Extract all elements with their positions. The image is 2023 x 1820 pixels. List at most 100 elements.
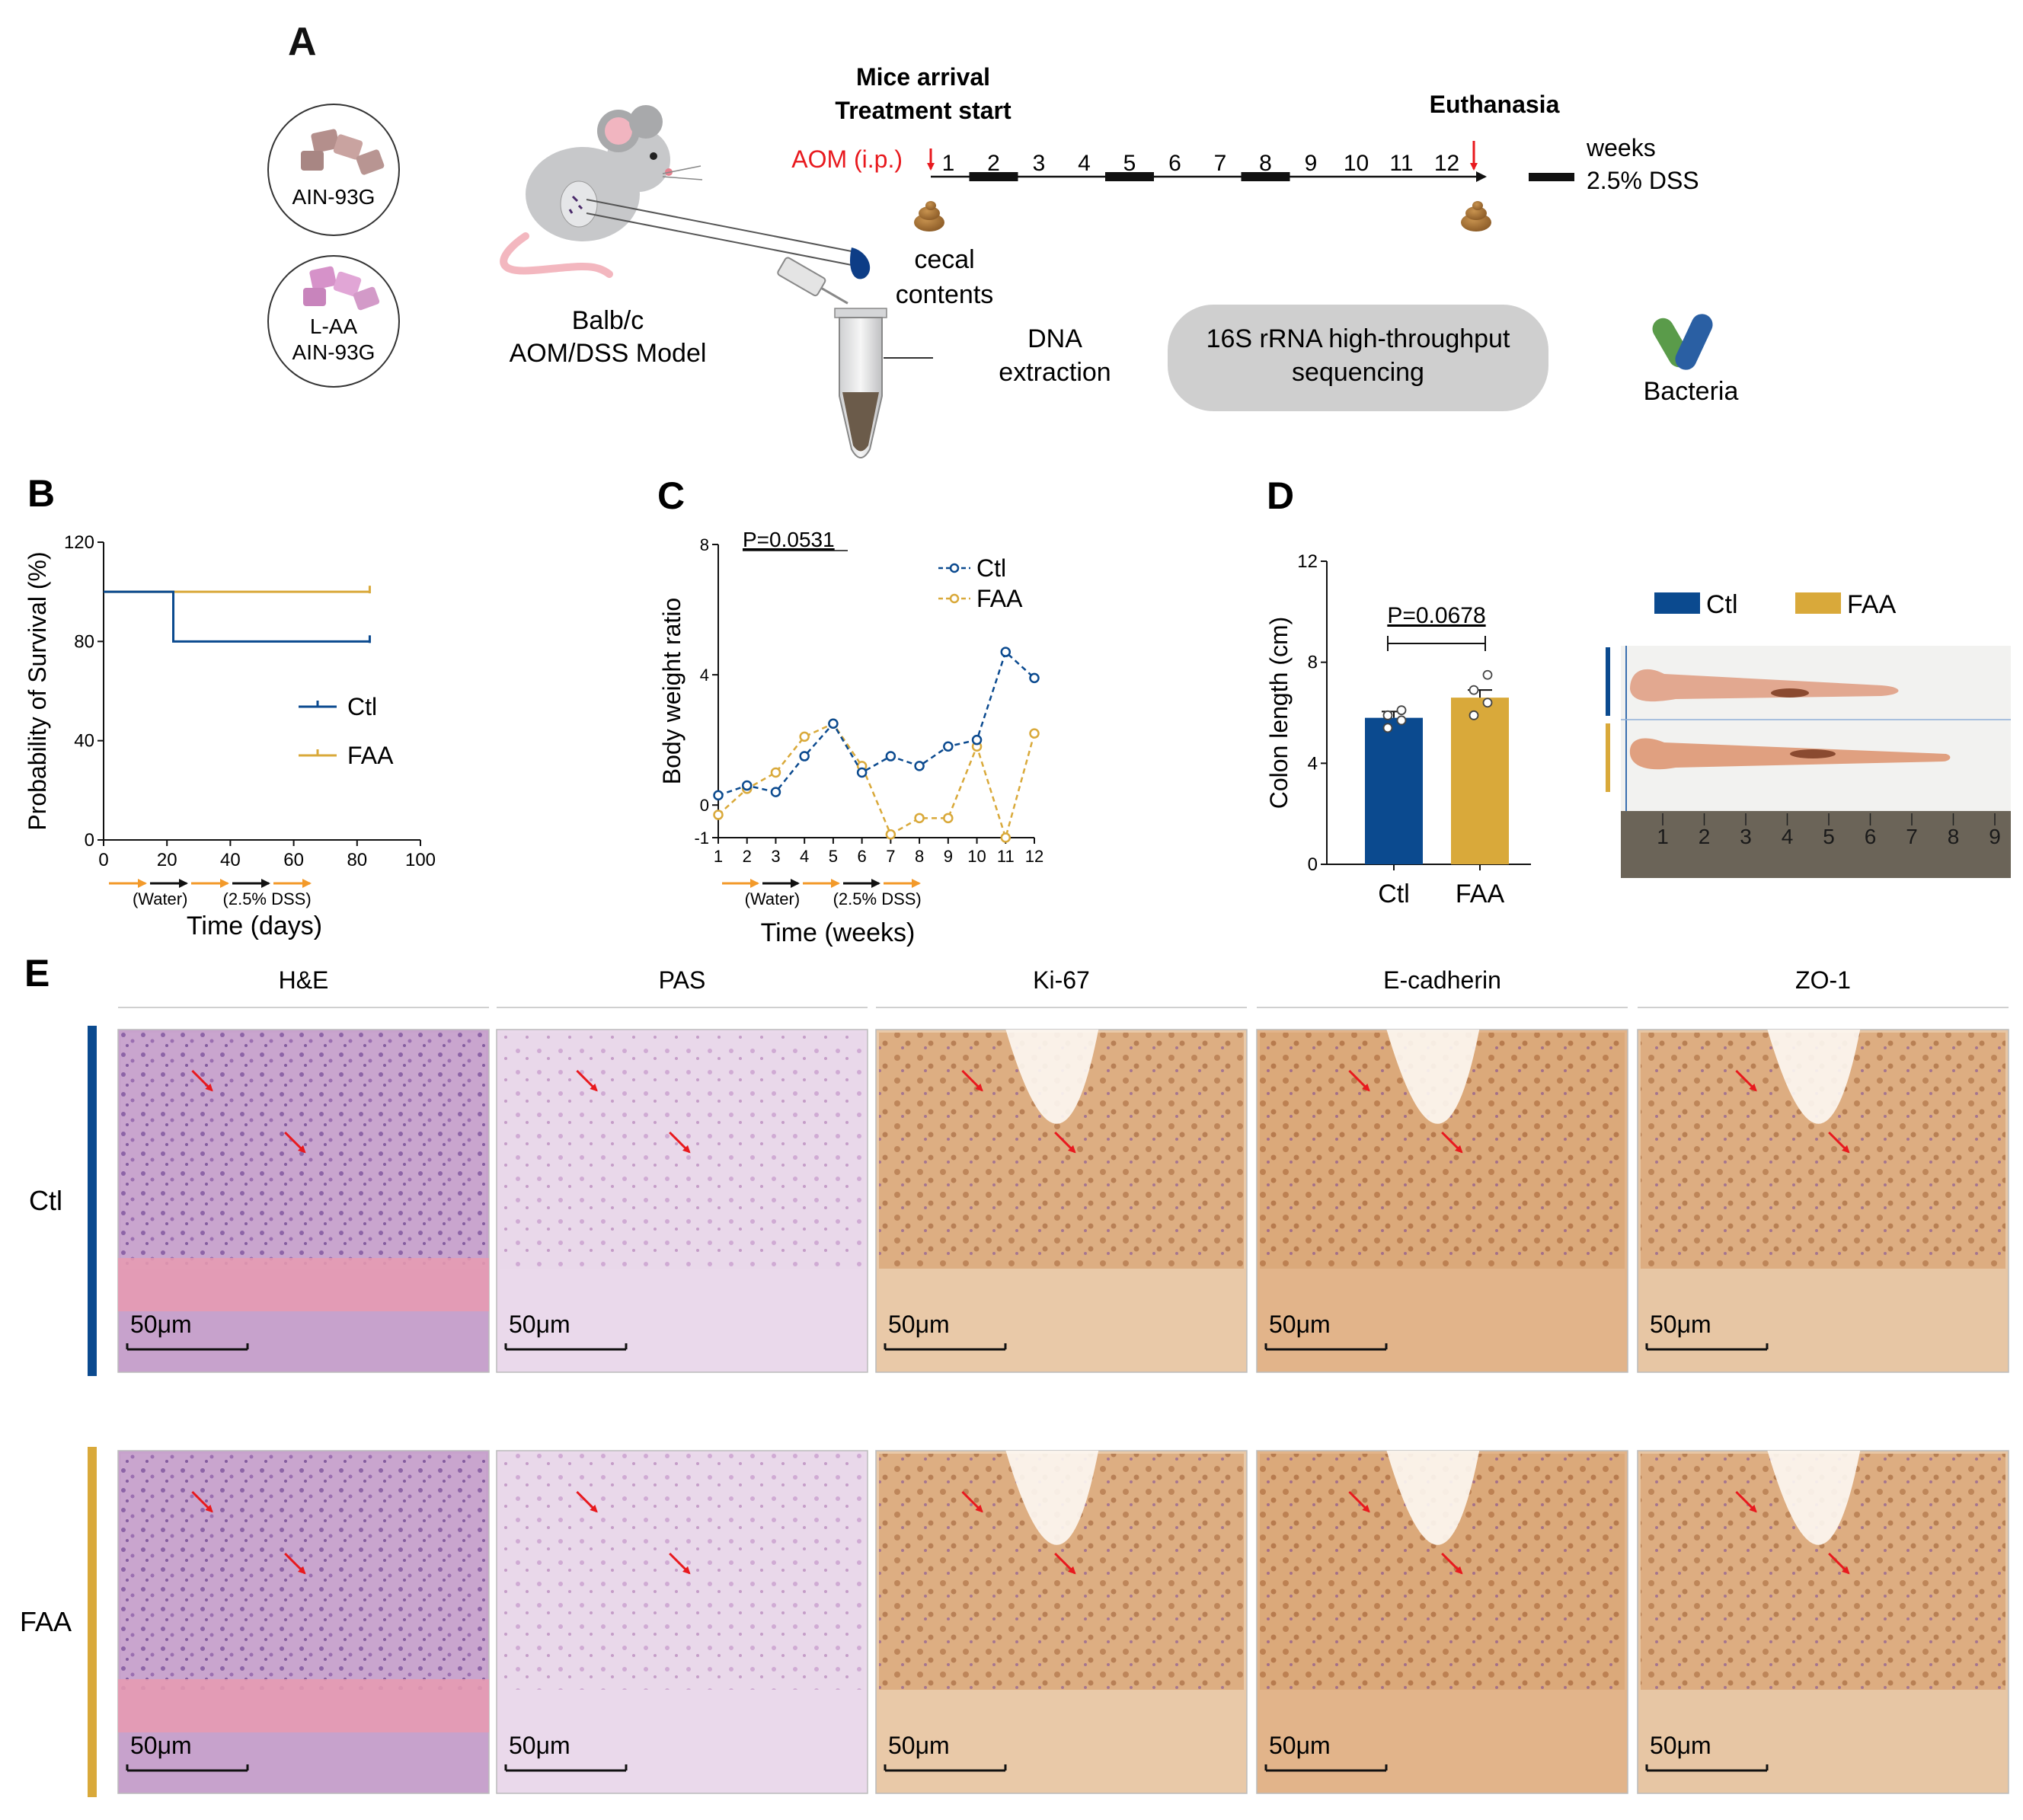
red-arrow: [284, 1552, 306, 1575]
diet-circle-2: [267, 255, 400, 388]
diet2-label-2: AIN-93G: [292, 340, 376, 364]
panel-d-letter: D: [1267, 474, 1294, 517]
scalebar-label: 50μm: [509, 1311, 570, 1338]
data-point-ctl: [741, 780, 753, 791]
lumen: [1005, 1030, 1099, 1124]
muscle-layer: [118, 1258, 489, 1311]
row-indicator-faa: [88, 1447, 97, 1797]
red-arrow: [961, 1490, 983, 1513]
aom-label: AOM (i.p.): [791, 145, 903, 173]
mouse-to-sample-line-2: [586, 212, 852, 266]
x-tick-label: 10: [967, 847, 986, 866]
row-label: FAA: [20, 1606, 72, 1637]
x-axis-label: Time (days): [187, 912, 322, 940]
data-point: [1469, 685, 1479, 695]
data-point-faa: [1029, 728, 1040, 739]
week-number: 3: [1033, 151, 1046, 176]
sequencing-label-1: 16S rRNA high-throughput: [1206, 324, 1510, 353]
data-point-faa: [799, 731, 810, 742]
x-tick-label: 0: [98, 850, 108, 870]
y-tick-label: 12: [1297, 551, 1318, 572]
y-axis-label: Colon length (cm): [1265, 617, 1293, 809]
data-point-ctl: [856, 767, 868, 778]
red-arrow: [1828, 1131, 1850, 1154]
panel-e: E H&E PAS Ki-67 E-cadherin ZO-1 Ctl 50μm 50μm 50…: [20, 952, 2009, 1797]
red-arrow: [669, 1552, 691, 1575]
data-point-faa: [885, 829, 896, 840]
data-point-ctl: [770, 787, 781, 797]
x-tick-label: Ctl: [1378, 880, 1410, 908]
red-arrow: [1348, 1069, 1370, 1092]
pvalue-label: P=0.0531: [743, 528, 835, 551]
lumen: [1767, 1030, 1861, 1124]
ruler-number: 5: [1823, 825, 1835, 848]
red-arrow: [284, 1131, 306, 1154]
scalebar-label: 50μm: [1269, 1732, 1331, 1759]
red-arrow: [669, 1131, 691, 1154]
muscle-layer: [118, 1679, 489, 1732]
phase-water-label: (Water): [133, 889, 188, 908]
panel-c-letter: C: [657, 474, 685, 517]
y-tick-label: 120: [64, 532, 94, 553]
scalebar-label: 50μm: [1269, 1311, 1331, 1338]
x-tick-label: 9: [944, 847, 953, 866]
data-point-faa: [943, 813, 954, 824]
x-tick-label: 4: [800, 847, 809, 866]
mouse-to-sample-line-1: [586, 199, 852, 252]
panel-e-letter: E: [24, 952, 50, 995]
legend-faa-label: FAA: [1847, 590, 1897, 619]
legend-ctl-swatch: [1654, 592, 1700, 614]
diet2-label-1: L-AA: [310, 315, 358, 338]
survival-line-ctl: [104, 590, 370, 643]
y-tick-label: -1: [694, 829, 709, 848]
feces-icon: [914, 201, 944, 231]
bar-ctl: [1365, 717, 1423, 864]
y-tick-label: 40: [74, 731, 94, 752]
red-arrow: [1054, 1131, 1076, 1154]
data-point-ctl: [943, 741, 954, 752]
feces-icon: [1461, 201, 1491, 231]
x-tick-label: 20: [157, 850, 177, 870]
bar-faa: [1451, 698, 1509, 864]
sequencing-label-2: sequencing: [1292, 358, 1424, 387]
week-number: 2: [987, 151, 1000, 176]
pvalue-label: P=0.0678: [1387, 603, 1485, 628]
week-number: 12: [1434, 151, 1459, 176]
x-tick-label: FAA: [1456, 880, 1505, 908]
data-point-faa: [914, 813, 925, 824]
x-tick-label: 11: [997, 847, 1015, 866]
x-tick-label: 2: [743, 847, 752, 866]
week-number: 8: [1259, 151, 1272, 176]
colon-photo: 1 2 3 4 5 6 7 8 9: [1606, 646, 2011, 878]
diet-pellets-icon: [301, 129, 385, 175]
phase-water-label: (Water): [745, 889, 801, 908]
scalebar-label: 50μm: [1650, 1732, 1711, 1759]
legend-marker: [949, 563, 960, 573]
model-label-1: Balb/c: [572, 306, 644, 335]
red-arrow: [1828, 1552, 1850, 1575]
panel-b: B 0 40 80 120 0 20 40 60 80 100 Probability of Sur…: [24, 472, 436, 940]
week-number: 7: [1214, 151, 1227, 176]
legend-label: FAA: [347, 742, 394, 769]
scalebar-label: 50μm: [509, 1732, 570, 1759]
red-arrow: [1441, 1131, 1463, 1154]
red-arrow: [576, 1069, 598, 1092]
week-number: 6: [1168, 151, 1181, 176]
arrival-label-2: Treatment start: [835, 97, 1012, 124]
data-point-ctl: [885, 751, 896, 762]
series-line-faa: [717, 722, 1036, 841]
week-number: 10: [1344, 151, 1369, 176]
survival-chart: 0 40 80 120 0 20 40 60 80 100 Probability of Survi…: [24, 532, 436, 940]
column-header: Ki-67: [1033, 966, 1090, 994]
red-arrow: [1441, 1552, 1463, 1575]
lumen: [1386, 1030, 1480, 1124]
y-tick-label: 0: [1308, 854, 1318, 875]
x-tick-label: 40: [220, 850, 241, 870]
data-point-ctl: [799, 751, 810, 762]
scalebar-label: 50μm: [888, 1732, 950, 1759]
dss-week-bar: [1105, 172, 1154, 181]
syringe-icon: [777, 257, 849, 305]
x-tick-label: 100: [405, 850, 436, 870]
